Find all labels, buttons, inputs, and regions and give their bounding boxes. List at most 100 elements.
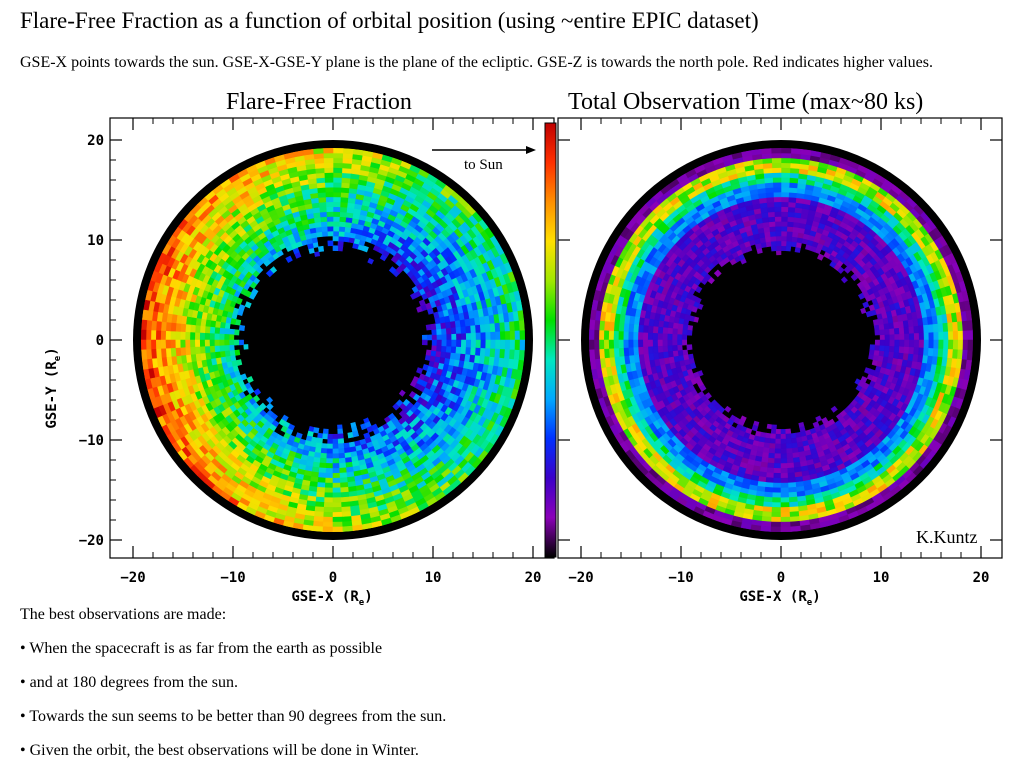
map-cell: [918, 339, 925, 348]
map-cell: [165, 348, 172, 358]
map-cell: [637, 346, 644, 356]
map-cell: [155, 339, 162, 350]
map-cell: [767, 457, 776, 464]
map-cell: [332, 497, 342, 504]
x-tick-label: −10: [220, 570, 245, 586]
map-cell: [780, 438, 787, 445]
map-cell: [490, 331, 497, 341]
map-cell: [451, 339, 457, 347]
map-cell: [918, 346, 925, 356]
map-cell: [772, 492, 782, 499]
map-cell: [339, 196, 349, 203]
map-cell: [322, 428, 329, 435]
map-cell: [775, 240, 782, 247]
colorbar: [544, 122, 557, 558]
map-cell: [265, 269, 274, 278]
map-cell: [165, 339, 171, 350]
map-cell: [908, 339, 915, 348]
map-cell: [780, 148, 792, 154]
map-cell: [598, 339, 605, 350]
map-cell: [319, 216, 328, 223]
map-cell: [325, 467, 334, 474]
map-cell: [637, 324, 644, 334]
note-item: • Towards the sun seems to be better tha…: [20, 708, 447, 725]
map-cell: [160, 339, 167, 350]
map-cell: [769, 443, 776, 450]
map-cell: [441, 345, 448, 353]
map-cell: [593, 339, 600, 351]
map-cell: [775, 428, 782, 435]
map-cell: [622, 331, 629, 341]
map-cell: [495, 339, 501, 350]
map-cell: [632, 324, 639, 333]
map-cell: [141, 339, 147, 351]
map-cell: [780, 230, 788, 237]
map-cell: [184, 331, 191, 341]
map-cell: [771, 162, 782, 169]
map-cell: [321, 443, 328, 450]
map-cell: [627, 323, 635, 333]
map-cell: [786, 448, 794, 455]
map-cell: [514, 339, 521, 351]
map-cell: [772, 186, 782, 193]
map-cell: [218, 345, 225, 353]
map-cell: [775, 433, 782, 440]
map-cell: [772, 487, 782, 494]
map-cell: [460, 346, 467, 355]
map-cell: [456, 339, 462, 348]
map-cell: [155, 330, 162, 341]
map-cell: [238, 324, 246, 332]
map-cell: [771, 423, 777, 430]
x-tick-label: 20: [973, 570, 990, 586]
map-cell: [775, 250, 782, 256]
map-cell: [927, 323, 935, 333]
x-tick-label: −20: [568, 570, 593, 586]
map-cell: [339, 472, 348, 479]
map-cell: [316, 486, 326, 494]
map-cell: [869, 344, 876, 351]
map-cell: [194, 339, 201, 348]
map-cell: [213, 333, 220, 341]
map-cell: [332, 245, 339, 252]
map-cell: [632, 347, 639, 356]
map-cell: [593, 329, 600, 341]
map-cell: [339, 462, 347, 469]
map-cell: [218, 327, 225, 335]
map-cell: [771, 506, 782, 513]
map-cell: [150, 339, 157, 350]
map-cell: [763, 501, 773, 508]
map-cell: [627, 339, 634, 349]
map-cell: [780, 428, 787, 435]
map-cell: [194, 325, 201, 334]
map-cell: [342, 525, 354, 532]
map-cell: [332, 162, 343, 169]
map-cell: [772, 191, 782, 198]
map-cell: [325, 201, 334, 208]
map-cell: [787, 201, 796, 208]
map-cell: [760, 525, 772, 532]
map-cell: [686, 344, 693, 351]
map-cell: [598, 330, 605, 341]
map-cell: [338, 225, 346, 232]
map-cell: [475, 331, 482, 341]
map-cell: [647, 325, 654, 334]
map-cell: [771, 516, 782, 523]
credit-label: K.Kuntz: [916, 527, 978, 547]
map-cell: [785, 433, 792, 440]
map-cell: [879, 339, 886, 346]
map-cell: [657, 326, 664, 335]
map-cell: [647, 339, 654, 348]
map-cell: [780, 477, 789, 484]
map-cell: [787, 462, 795, 469]
map-cell: [790, 525, 802, 532]
x-tick-label: −20: [120, 570, 145, 586]
map-cell: [780, 157, 791, 164]
map-cell: [589, 319, 596, 331]
map-cell: [322, 152, 334, 159]
map-cell: [323, 502, 334, 508]
map-cell: [319, 462, 327, 469]
map-cell: [642, 332, 649, 341]
map-cell: [470, 324, 477, 334]
map-cell: [141, 349, 148, 361]
map-cell: [786, 443, 793, 450]
